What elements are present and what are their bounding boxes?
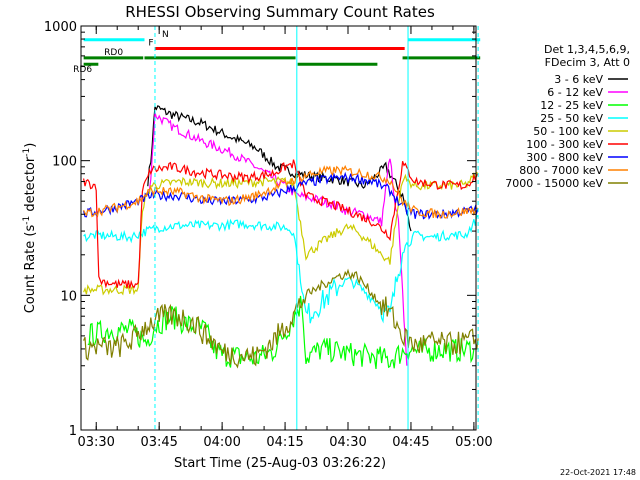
plot-area: F RD0 RD6 N 1 10 100 1000 03:30 03:45 04:00 04:15 04… <box>44 20 493 450</box>
series-line-7 <box>83 164 479 220</box>
series-line-2 <box>87 295 475 369</box>
legend-label-0: 3 - 6 keV <box>554 73 603 86</box>
legend-label-8: 7000 - 15000 keV <box>505 177 603 190</box>
legend-header-line-0: Det 1,3,4,5,6,9, <box>544 43 630 56</box>
axes-frame <box>80 25 477 431</box>
chart-title: RHESSI Observing Summary Count Rates <box>125 3 435 21</box>
x-tick-label-2: 04:00 <box>203 435 240 450</box>
legend-header-line-1: FDecim 3, Att 0 <box>545 56 630 69</box>
legend-header: Det 1,3,4,5,6,9,FDecim 3, Att 0 <box>544 43 630 69</box>
series-line-8 <box>83 268 479 369</box>
legend-label-5: 100 - 300 keV <box>526 138 603 151</box>
x-tick-label-4: 04:30 <box>329 435 366 450</box>
x-tick-label-6: 05:00 <box>455 435 492 450</box>
y-tick-label-2: 100 <box>52 155 77 170</box>
x-tick-label-1: 03:45 <box>140 435 177 450</box>
state-bar-label-3: RD6 <box>73 65 92 75</box>
marker-n-label: N <box>162 30 169 40</box>
legend-label-4: 50 - 100 keV <box>533 125 603 138</box>
x-tick-label-5: 04:45 <box>392 435 429 450</box>
footer-date: 22-Oct-2021 17:48 <box>560 468 636 477</box>
legend-label-2: 12 - 25 keV <box>540 99 603 112</box>
state-bar-label-2: RD0 <box>104 48 123 58</box>
x-axis-label: Start Time (25-Aug-03 03:26:22) <box>174 456 386 471</box>
series-line-5 <box>83 159 479 289</box>
x-tick-label-3: 04:15 <box>266 435 303 450</box>
series-line-4 <box>83 171 479 296</box>
legend-label-1: 6 - 12 keV <box>547 86 603 99</box>
x-tick-label-0: 03:30 <box>77 435 114 450</box>
legend-label-6: 300 - 800 keV <box>526 151 603 164</box>
legend-label-7: 800 - 7000 keV <box>519 164 603 177</box>
y-tick-label-0: 1 <box>69 424 77 439</box>
y-axis-label: Count Rate (s-1 detector-1) <box>22 143 38 314</box>
state-bar-label-1: F <box>148 39 153 49</box>
y-tick-label-3: 1000 <box>44 20 77 35</box>
y-tick-label-1: 10 <box>60 289 77 304</box>
series-line-3 <box>83 213 479 324</box>
legend-label-3: 25 - 50 keV <box>540 112 603 125</box>
